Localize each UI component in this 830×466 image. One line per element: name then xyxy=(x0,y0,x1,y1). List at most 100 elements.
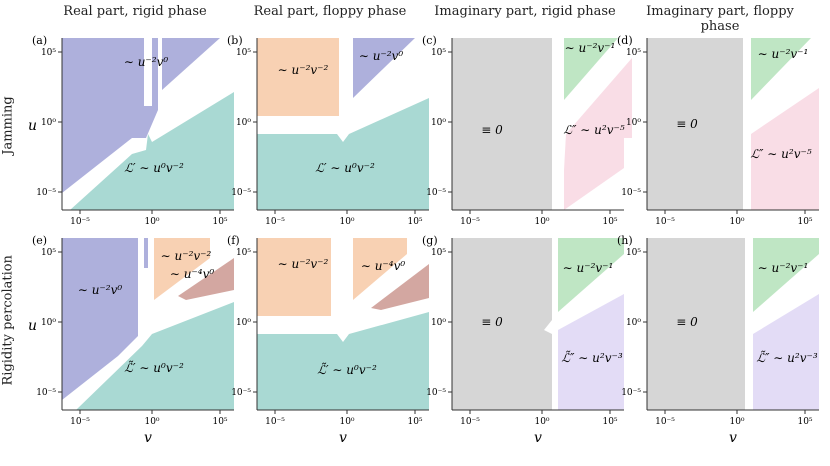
panel-tag: (h) xyxy=(617,234,633,247)
panel-svg: 10⁻⁵ 10⁰ 10⁵ 10⁵ 10⁰ 10⁻⁵ (d) ≡ 0 ∼ u⁻²v⁻¹ ℒ″ ∼ u… xyxy=(617,34,819,227)
col-title-1: Real part, rigid phase xyxy=(63,4,207,19)
panel-g: 10⁻⁵ 10⁰ 10⁵ 10⁵ 10⁰ 10⁻⁵ (g) v ≡ 0 ∼ u⁻²v⁻¹ ℒ̃″ ∼… xyxy=(410,230,642,466)
x-tick-label: 10⁵ xyxy=(212,217,227,227)
region-label: ℒ̃″ ∼ u²v⁻³ xyxy=(756,350,817,365)
x-tick-label: 10⁻⁵ xyxy=(460,217,480,227)
region-zero xyxy=(452,38,552,210)
y-tick-label: 10⁵ xyxy=(431,48,446,58)
x-tick-label: 10⁰ xyxy=(729,417,744,427)
y-tick-label: 10⁰ xyxy=(236,318,251,328)
region-zero xyxy=(647,238,745,410)
x-tick-label: 10⁻⁵ xyxy=(655,217,675,227)
region-upper-right xyxy=(753,238,819,312)
y-tick-label: 10⁻⁵ xyxy=(621,388,641,398)
panel-svg: 10⁻⁵ 10⁰ 10⁵ 10⁵ 10⁰ 10⁻⁵ (g) v ≡ 0 ∼ u⁻²v⁻¹ ℒ̃″ ∼… xyxy=(422,234,624,446)
y-tick-label: 10⁵ xyxy=(626,48,641,58)
y-tick-label: 10⁰ xyxy=(41,318,56,328)
y-tick-label: 10⁻⁵ xyxy=(36,188,56,198)
region-upper-left xyxy=(62,38,158,193)
x-tick-label: 10⁰ xyxy=(144,217,159,227)
y-tick-label: 10⁰ xyxy=(626,318,641,328)
x-tick-label: 10⁰ xyxy=(144,417,159,427)
y-tick-label: 10⁵ xyxy=(236,48,251,58)
region-lower xyxy=(70,92,234,210)
x-axis-label: v xyxy=(339,430,347,446)
region-label: ℒ̃′ ∼ u⁰v⁻² xyxy=(124,360,184,375)
region-upper-left xyxy=(257,238,331,316)
panel-a: 10⁻⁵ 10⁰ 10⁵ 10⁵ 10⁰ 10⁻⁵ (a) u ∼ u⁻²v⁰ ℒ′ ∼ u⁰v⁻… xyxy=(20,30,252,266)
region-label: ≡ 0 xyxy=(676,117,698,131)
col-title-2: Real part, floppy phase xyxy=(253,4,407,19)
col-title-3: Imaginary part, rigid phase xyxy=(434,4,616,19)
panel-svg: 10⁻⁵ 10⁰ 10⁵ 10⁵ 10⁰ 10⁻⁵ (c) ≡ 0 ∼ u⁻²v⁻¹ ℒ″ ∼ u… xyxy=(422,34,632,227)
region-upper-right xyxy=(162,38,220,90)
y-tick-label: 10⁵ xyxy=(236,248,251,258)
region-label: ≡ 0 xyxy=(481,123,503,137)
region-label: ℒ″ ∼ u²v⁻⁵ xyxy=(563,123,624,137)
x-tick-label: 10⁵ xyxy=(797,217,812,227)
x-tick-label: 10⁻⁵ xyxy=(265,217,285,227)
panel-svg: 10⁻⁵ 10⁰ 10⁵ 10⁵ 10⁰ 10⁻⁵ (h) v ≡ 0 ∼ u⁻²v⁻¹ ℒ̃″ ∼… xyxy=(617,234,819,446)
panel-f: 10⁻⁵ 10⁰ 10⁵ 10⁵ 10⁰ 10⁻⁵ (f) v ∼ u⁻²v⁻² ∼ u⁻⁴v⁰ ℒ… xyxy=(215,230,447,466)
region-upper-left xyxy=(257,38,339,116)
row-title-jamming: Jamming xyxy=(0,96,16,155)
region-label: ∼ u⁻²v⁰ xyxy=(78,283,123,297)
region-upper-middle xyxy=(353,238,407,300)
panel-e: 10⁻⁵ 10⁰ 10⁵ 10⁵ 10⁰ 10⁻⁵ (e) u v ∼ u⁻²v⁰ ∼ u⁻²v⁻²… xyxy=(20,230,252,466)
region-upper-right xyxy=(751,38,811,100)
x-tick-label: 10⁵ xyxy=(797,417,812,427)
panel-tag: (a) xyxy=(32,34,47,47)
region-label: ∼ u⁻⁴v⁰ xyxy=(170,267,215,281)
x-tick-label: 10⁻⁵ xyxy=(265,417,285,427)
region-lower xyxy=(257,312,429,410)
region-upper-right xyxy=(564,38,618,100)
region-upper-middle xyxy=(154,238,210,300)
x-tick-label: 10⁰ xyxy=(534,417,549,427)
region-label: ℒ′ ∼ u⁰v⁻² xyxy=(315,161,375,175)
region-label: ℒ̃′ ∼ u⁰v⁻² xyxy=(317,362,377,377)
region-label: ∼ u⁻²v⁻² xyxy=(278,257,329,271)
region-sliver xyxy=(144,238,148,268)
region-label: ℒ′ ∼ u⁰v⁻² xyxy=(124,161,184,175)
region-label: ∼ u⁻²v⁻¹ xyxy=(758,261,809,275)
x-tick-label: 10⁰ xyxy=(729,217,744,227)
y-tick-label: 10⁰ xyxy=(236,118,251,128)
panel-c: 10⁻⁵ 10⁰ 10⁵ 10⁵ 10⁰ 10⁻⁵ (c) ≡ 0 ∼ u⁻²v⁻¹ ℒ″ ∼ u… xyxy=(410,30,642,266)
x-axis-label: v xyxy=(144,430,152,446)
region-right xyxy=(178,258,234,300)
region-upper-left xyxy=(62,238,138,400)
panel-h: 10⁻⁵ 10⁰ 10⁵ 10⁵ 10⁰ 10⁻⁵ (h) v ≡ 0 ∼ u⁻²v⁻¹ ℒ̃″ ∼… xyxy=(605,230,830,466)
panel-svg: 10⁻⁵ 10⁰ 10⁵ 10⁵ 10⁰ 10⁻⁵ (f) v ∼ u⁻²v⁻² ∼ u⁻⁴v⁰ ℒ… xyxy=(227,234,429,446)
region-label: ∼ u⁻⁴v⁰ xyxy=(361,259,406,273)
region-label: ∼ u⁻²v⁰ xyxy=(124,55,169,69)
region-lower-right xyxy=(753,294,819,410)
panel-tag: (b) xyxy=(227,34,243,47)
y-tick-label: 10⁵ xyxy=(626,248,641,258)
y-tick-label: 10⁵ xyxy=(431,248,446,258)
x-tick-label: 10⁵ xyxy=(407,417,422,427)
y-tick-label: 10⁰ xyxy=(431,318,446,328)
region-zero xyxy=(647,38,743,210)
panel-tag: (e) xyxy=(32,234,47,247)
y-tick-label: 10⁻⁵ xyxy=(621,188,641,198)
region-label: ∼ u⁻²v⁻¹ xyxy=(565,41,616,55)
region-label: ∼ u⁻²v⁻¹ xyxy=(758,47,809,61)
panel-d: 10⁻⁵ 10⁰ 10⁵ 10⁵ 10⁰ 10⁻⁵ (d) ≡ 0 ∼ u⁻²v⁻¹ ℒ″ ∼ u… xyxy=(605,30,830,266)
x-tick-label: 10⁵ xyxy=(212,417,227,427)
y-tick-label: 10⁻⁵ xyxy=(426,188,446,198)
y-tick-label: 10⁰ xyxy=(41,118,56,128)
panel-b: 10⁻⁵ 10⁰ 10⁵ 10⁵ 10⁰ 10⁻⁵ (b) ∼ u⁻²v⁻² ∼ u⁻²v⁰ ℒ′… xyxy=(215,30,447,266)
x-axis-label: v xyxy=(534,430,542,446)
x-axis-label: v xyxy=(729,430,737,446)
panel-svg: 10⁻⁵ 10⁰ 10⁵ 10⁵ 10⁰ 10⁻⁵ (b) ∼ u⁻²v⁻² ∼ u⁻²v⁰ ℒ′… xyxy=(227,34,429,227)
region-lower xyxy=(76,302,234,410)
region-label: ∼ u⁻²v⁻² xyxy=(161,249,212,263)
y-tick-label: 10⁻⁵ xyxy=(231,388,251,398)
region-label: ∼ u⁻²v⁰ xyxy=(359,49,404,63)
col-title-4: Imaginary part, floppy phase xyxy=(646,4,794,34)
region-right xyxy=(371,264,429,310)
y-axis-label: u xyxy=(28,118,37,134)
x-tick-label: 10⁻⁵ xyxy=(70,217,90,227)
x-tick-label: 10⁰ xyxy=(339,417,354,427)
region-label: ℒ″ ∼ u²v⁻⁵ xyxy=(750,147,811,161)
